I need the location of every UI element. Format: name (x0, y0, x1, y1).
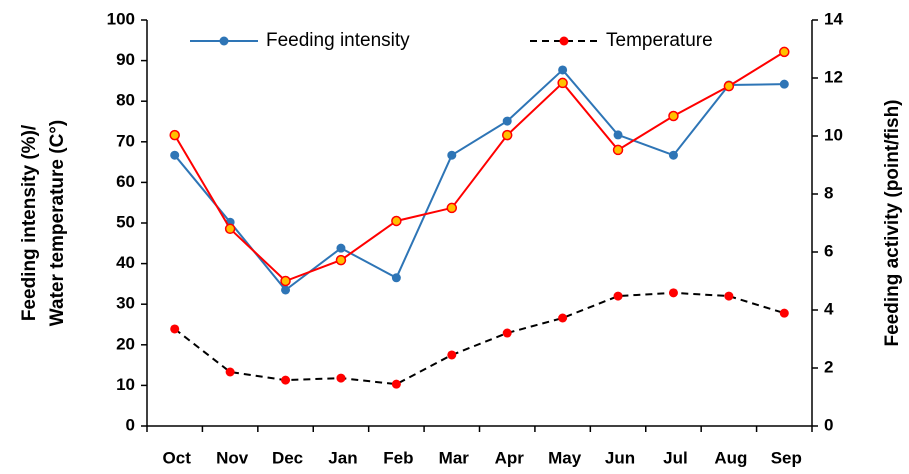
y-tick-label: 10 (116, 375, 135, 394)
y-axis-title: Feeding intensity (%)/ (19, 124, 40, 321)
y-tick-label: 0 (126, 415, 135, 434)
series-line (173, 68, 785, 292)
legend-marker (219, 36, 229, 46)
y2-tick-label: 10 (824, 125, 843, 144)
series-line (173, 51, 785, 283)
marker (612, 144, 624, 156)
legend-label: Temperature (606, 30, 713, 51)
y2-tick-label: 12 (824, 67, 843, 86)
y2-axis-title: Feeding activity (point/fish) (882, 99, 903, 346)
x-tick-label: Apr (495, 448, 525, 467)
marker (501, 129, 513, 141)
marker (446, 202, 458, 214)
x-tick-label: Oct (163, 448, 192, 467)
y-tick-label: 30 (116, 294, 135, 313)
marker (447, 150, 457, 160)
marker (558, 65, 568, 75)
y2-tick-label: 6 (824, 241, 833, 260)
y-tick-label: 50 (116, 212, 135, 231)
marker (336, 243, 346, 253)
y-axis-title: Water temperature (C°) (47, 120, 68, 326)
marker (281, 375, 291, 385)
legend-label: Feeding intensity (266, 30, 410, 51)
marker (668, 110, 679, 122)
marker (779, 79, 789, 89)
y2-tick-label: 14 (824, 9, 843, 28)
y2-tick-label: 8 (824, 183, 833, 202)
marker (723, 80, 735, 92)
x-tick-label: May (548, 448, 582, 467)
x-tick-label: Mar (439, 448, 470, 467)
series-line (174, 291, 785, 386)
x-tick-label: Sep (771, 448, 802, 467)
marker (281, 285, 291, 295)
marker (169, 129, 180, 141)
y-tick-label: 70 (116, 131, 135, 150)
x-tick-label: Jun (605, 448, 635, 467)
marker (724, 291, 734, 301)
marker (224, 223, 236, 235)
x-tick-label: Aug (714, 448, 747, 467)
marker (613, 130, 623, 140)
y-tick-label: 20 (116, 334, 135, 353)
y-tick-label: 100 (107, 9, 135, 28)
marker (335, 254, 347, 266)
marker (668, 150, 678, 160)
legend-marker (559, 36, 569, 46)
marker (613, 291, 623, 301)
marker (391, 215, 402, 227)
y2-tick-label: 0 (824, 415, 833, 434)
marker (779, 308, 789, 318)
marker (225, 367, 235, 377)
marker (447, 350, 457, 360)
marker (280, 275, 291, 287)
marker (779, 46, 790, 58)
y-tick-label: 90 (116, 50, 135, 69)
y2-tick-label: 4 (824, 299, 834, 318)
marker (336, 373, 346, 383)
marker (668, 288, 678, 298)
y2-tick-label: 2 (824, 357, 833, 376)
x-tick-label: Dec (272, 448, 303, 467)
marker (170, 324, 180, 334)
marker (558, 313, 568, 323)
marker (391, 273, 401, 283)
x-tick-label: Nov (216, 448, 249, 467)
marker (502, 116, 512, 126)
marker (557, 77, 568, 89)
y-tick-label: 40 (116, 253, 135, 272)
y-tick-label: 60 (116, 172, 135, 191)
marker (502, 328, 512, 338)
y-tick-label: 80 (116, 91, 135, 110)
x-tick-label: Feb (383, 448, 413, 467)
marker (170, 150, 180, 160)
marker (391, 379, 401, 389)
x-tick-label: Jan (328, 448, 357, 467)
x-tick-label: Jul (663, 448, 688, 467)
